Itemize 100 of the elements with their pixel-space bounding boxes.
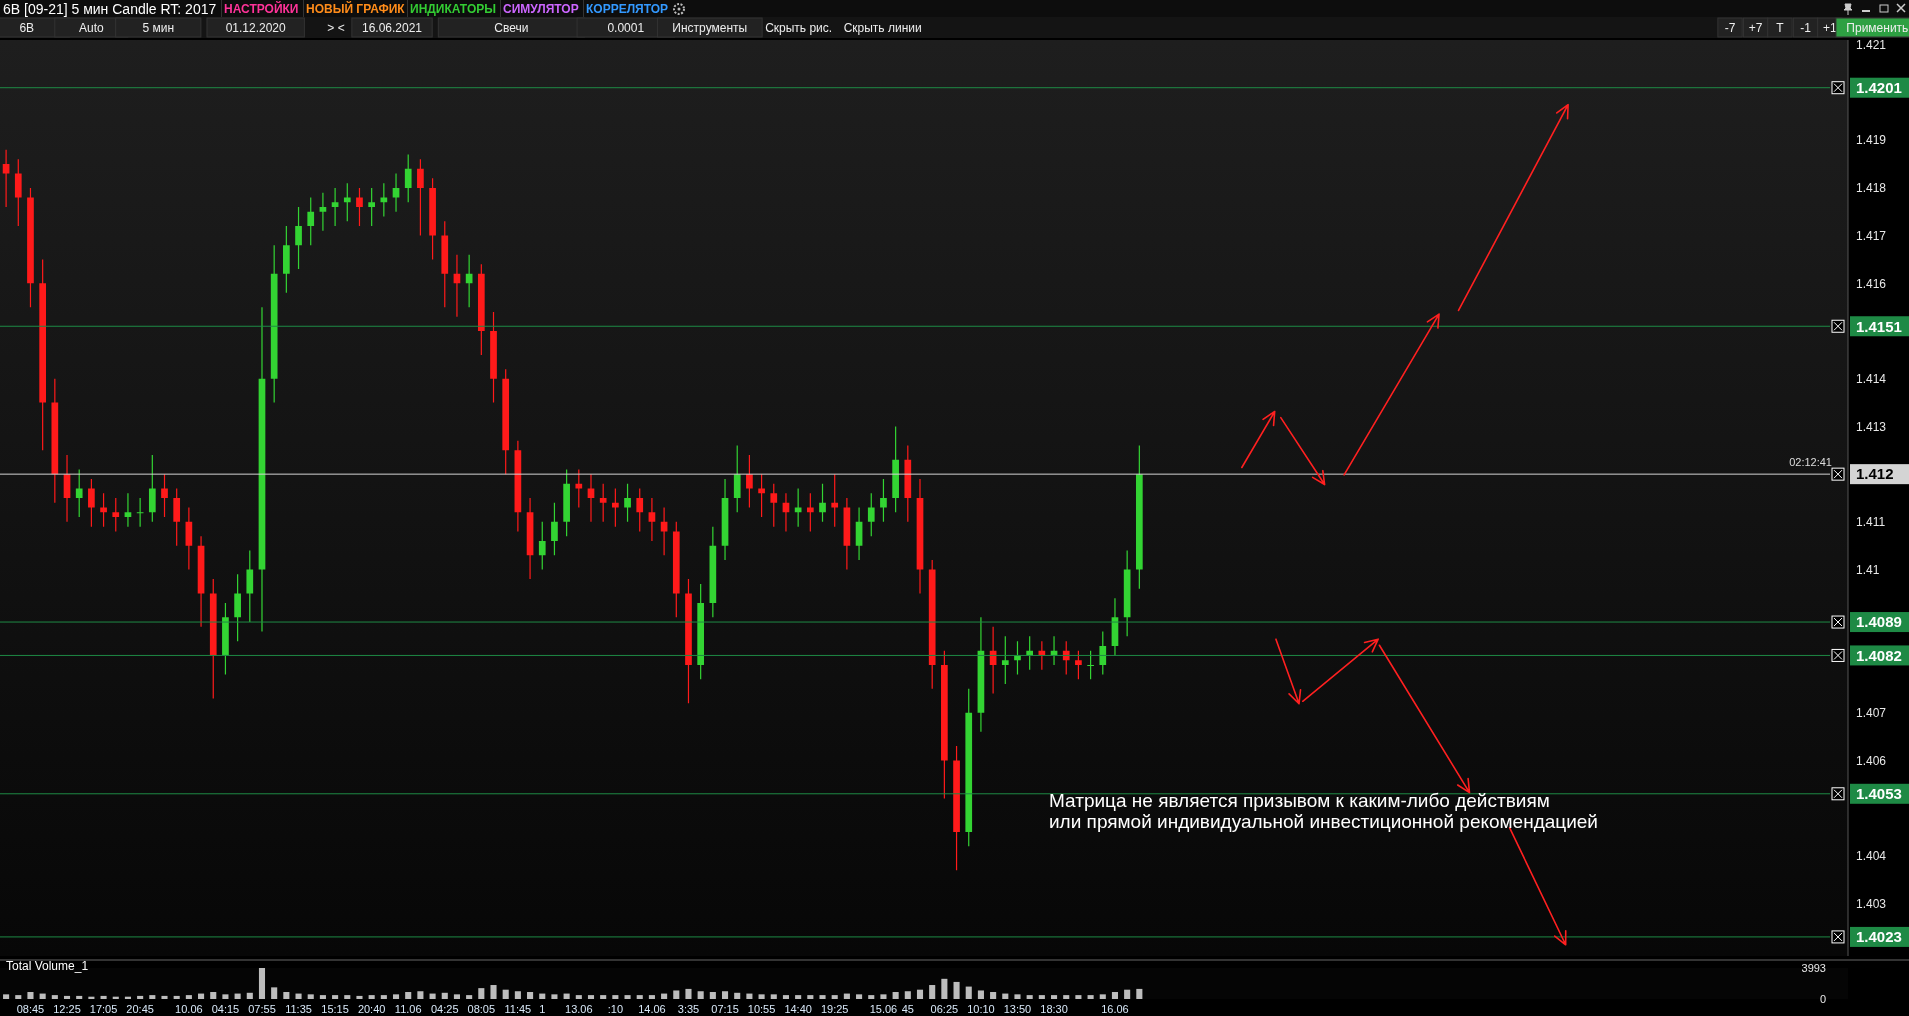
candlestick [721, 478, 729, 561]
candlestick [356, 187, 363, 227]
candlestick [258, 307, 266, 632]
bar [271, 987, 278, 999]
candlestick [624, 483, 631, 522]
ref-line-label: 1.4201 [1856, 78, 1902, 96]
candlestick [928, 560, 936, 689]
candlestick [904, 445, 912, 522]
annotation: Матрица не является призывом к каким-либо действиям или прямой индивидуальной инвестиционной рекомендацией [1049, 790, 1598, 832]
bar [1038, 995, 1045, 999]
bar [868, 995, 875, 999]
bar [27, 992, 34, 999]
candlestick [39, 259, 46, 451]
candlestick [831, 474, 839, 527]
text: СИМУЛЯТОР [503, 2, 579, 17]
bar [198, 993, 205, 999]
x-tick-label: 20:40 [357, 1002, 386, 1015]
candlestick [197, 536, 205, 627]
candlestick [161, 474, 168, 518]
bar [514, 991, 521, 999]
bar [673, 990, 680, 999]
bar [819, 995, 826, 999]
x-tick-label: 16.06 [1101, 1002, 1129, 1015]
candlestick [368, 187, 376, 227]
x-tick-label: 15.06 [869, 1002, 898, 1015]
bar [904, 991, 911, 999]
candlestick [746, 455, 753, 508]
bar [697, 991, 704, 999]
x-tick-label: 45 [901, 1002, 914, 1015]
text: КОРРЕЛЯТОР [586, 2, 669, 17]
candlestick [587, 474, 595, 522]
candlestick [880, 478, 887, 522]
candlestick [1001, 636, 1009, 685]
candlestick [551, 502, 558, 556]
candlestick [758, 474, 765, 518]
candlestick [234, 574, 241, 642]
x-tick-label: 12:25 [53, 1002, 81, 1015]
bar [843, 993, 850, 999]
x-tick-label: 14.06 [638, 1002, 666, 1015]
candlestick [319, 192, 327, 231]
candlestick [867, 493, 875, 537]
candlestick [538, 521, 546, 570]
y-tick-label: 1.411 [1856, 515, 1886, 530]
candlestick [429, 178, 436, 260]
field: 01.12.2020 [206, 17, 305, 38]
x-tick-label: 11:45 [504, 1002, 532, 1015]
bar [185, 995, 192, 999]
field: Инструменты [656, 17, 763, 38]
y-tick-label: 1.418 [1856, 181, 1887, 196]
text: ИНДИКАТОРЫ [410, 2, 496, 17]
x-tick-label: 11:35 [285, 1002, 312, 1015]
ref-line-label: 1.4053 [1856, 785, 1902, 803]
bar [1124, 989, 1131, 999]
ref-line-label: 1.4023 [1856, 928, 1902, 946]
x-tick-label: 06:25 [930, 1002, 959, 1015]
bar [356, 995, 363, 999]
field: 5 мин [115, 17, 202, 38]
candlestick [1135, 445, 1143, 589]
x-tick-label: 14:40 [784, 1002, 812, 1015]
bar [721, 991, 729, 999]
chart-title: Total Volume_1 [6, 959, 89, 973]
y-tick-label: 1.416 [1856, 276, 1887, 291]
bar [490, 985, 497, 999]
bar [392, 994, 400, 999]
field: 16.06.2021 [351, 17, 433, 38]
x-tick-label: 13.06 [565, 1002, 593, 1015]
bar [210, 992, 217, 999]
x-tick-label: 20:45 [126, 1002, 154, 1015]
bar [15, 995, 22, 999]
x-tick-label: 3:35 [677, 1002, 700, 1015]
x-tick-label: 10:10 [967, 1002, 995, 1015]
bar [234, 993, 241, 999]
bar [63, 995, 71, 999]
x-tick-label: 19:25 [820, 1002, 849, 1015]
bar [478, 988, 485, 999]
bar [149, 995, 156, 999]
x-tick-label: 1 [539, 1002, 546, 1015]
ref-line-label: 1.4082 [1856, 646, 1902, 664]
candlestick [733, 445, 741, 513]
bar [941, 978, 948, 999]
bar [916, 989, 924, 999]
candlestick [709, 526, 717, 618]
bar [746, 993, 753, 999]
candlestick [648, 498, 656, 541]
y-tick-label: 1.417 [1856, 228, 1887, 243]
bar [831, 995, 838, 999]
bar [137, 995, 144, 999]
ref-line-label: 1.4089 [1856, 613, 1902, 631]
x-tick-label: 08:05 [467, 1002, 496, 1015]
bar [1014, 994, 1021, 999]
bar [965, 986, 972, 999]
bar [222, 994, 229, 999]
bar [587, 995, 595, 999]
candlestick [502, 369, 510, 475]
candlestick [782, 493, 790, 532]
bar [429, 993, 436, 999]
bar [246, 992, 253, 999]
candlestick [380, 183, 388, 217]
candlestick [222, 602, 229, 675]
bar [782, 995, 790, 999]
